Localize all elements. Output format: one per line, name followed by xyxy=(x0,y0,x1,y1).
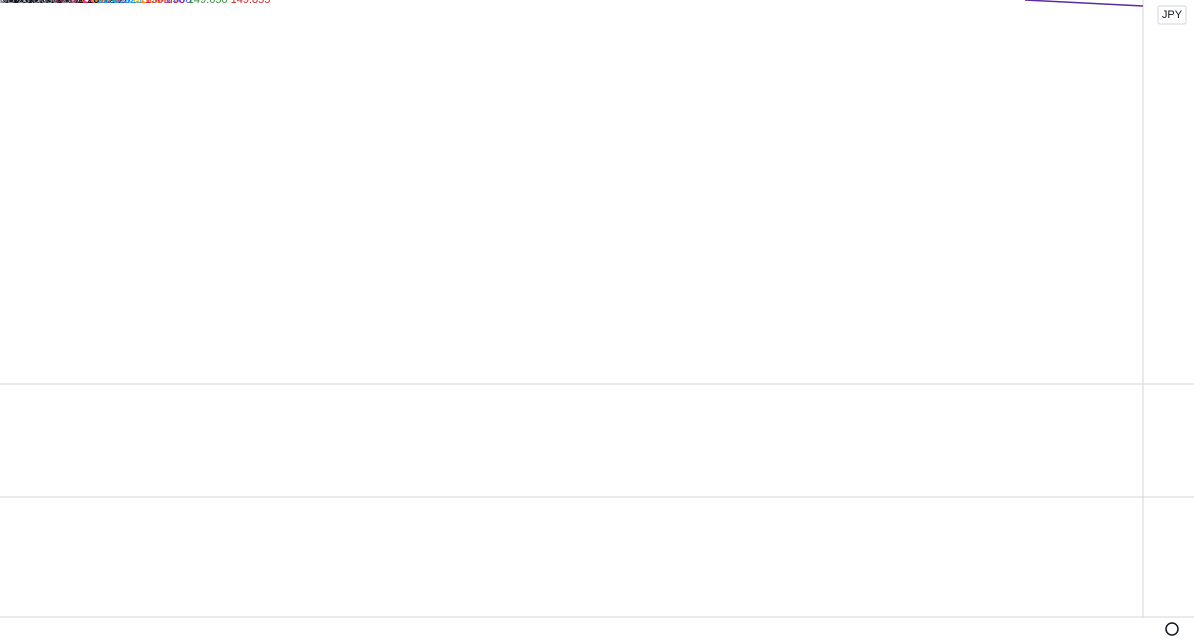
legend-value: 150.058 xyxy=(145,0,185,6)
legend-value: 150.072 xyxy=(80,0,120,6)
legend-row: CAM indicator 10 10 12 26 0.500 0.000 xyxy=(0,0,191,6)
legend-value: 150.323 xyxy=(102,0,142,6)
legend-row: DMI 14 14 20.3312 22.7622 16.4477 xyxy=(0,0,179,6)
legend-value: 150.260 xyxy=(78,0,118,6)
legend-row: BB 20 close 2 0 xyxy=(0,0,77,6)
legend-value: 0.000 xyxy=(164,0,192,6)
legend-name: BB 20 close 2 0 xyxy=(0,0,77,6)
legend-value: 149.650 xyxy=(188,0,228,6)
trend-line xyxy=(1024,0,1144,7)
legend-name: EMA 200 close 0 xyxy=(0,0,83,6)
legend-row: MA 100 close 0 150.044 xyxy=(0,0,118,6)
settings-icon[interactable] xyxy=(1165,622,1179,636)
legend-value: 0.500 xyxy=(133,0,161,6)
legend-value: 150.252 xyxy=(86,0,126,6)
legend-name: MA 200 close 0 xyxy=(0,0,75,6)
legend-name: EMA 55 close 0 xyxy=(0,0,76,6)
currency-box[interactable] xyxy=(1157,5,1187,25)
legend-name: Ichimoku 9 26 52 26 xyxy=(0,0,99,6)
legend-value: 22.7622 xyxy=(97,0,137,6)
currency: JPY xyxy=(1162,9,1183,21)
legend-name: MA 100 close 0 xyxy=(0,0,75,6)
legend-value: 150.044 xyxy=(78,0,118,6)
legend-name: CAM indicator 10 10 12 26 xyxy=(0,0,130,6)
legend-value: 20.3312 xyxy=(54,0,94,6)
legend-row: Ichimoku 9 26 52 26 150.323 150.058 149.… xyxy=(0,0,270,6)
legend-row: MA 200 close 0 150.260 xyxy=(0,0,118,6)
legend-value: 16.4477 xyxy=(139,0,179,6)
legend-value: 149.855 xyxy=(231,0,271,6)
legend-row: EMA 55 close 0 150.072 xyxy=(0,0,119,6)
legend-name: DMI 14 14 xyxy=(0,0,51,6)
gear[interactable] xyxy=(1165,622,1179,636)
legend-row: EMA 200 close 0 150.252 xyxy=(0,0,125,6)
